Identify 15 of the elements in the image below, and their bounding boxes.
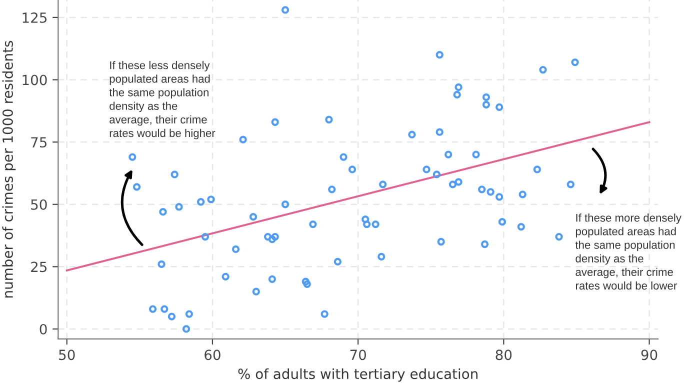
x-tick-label: 70 bbox=[350, 350, 366, 360]
y-tick-label: 0 bbox=[40, 324, 47, 334]
x-axis-title: % of adults with tertiary education bbox=[238, 368, 478, 382]
annotation: If these more densely populated areas had the same population density as the average, their crime rates would be lower bbox=[575, 214, 682, 290]
x-tick-label: 90 bbox=[641, 350, 658, 360]
y-tick-label: 100 bbox=[22, 74, 47, 86]
x-tick-label: 60 bbox=[204, 350, 220, 360]
y-tick-label: 50 bbox=[31, 199, 47, 210]
y-axis-title: number of crimes per 1000 residents bbox=[2, 40, 16, 298]
y-tick-label: 75 bbox=[31, 137, 47, 148]
x-tick-label: 50 bbox=[59, 350, 75, 360]
y-tick-label: 25 bbox=[31, 262, 47, 272]
y-tick-label: 125 bbox=[22, 12, 47, 23]
annotation: If these less densely populated areas had the same population density as the average, their crime rates would be higher bbox=[109, 61, 216, 140]
x-tick-label: 80 bbox=[496, 350, 512, 360]
